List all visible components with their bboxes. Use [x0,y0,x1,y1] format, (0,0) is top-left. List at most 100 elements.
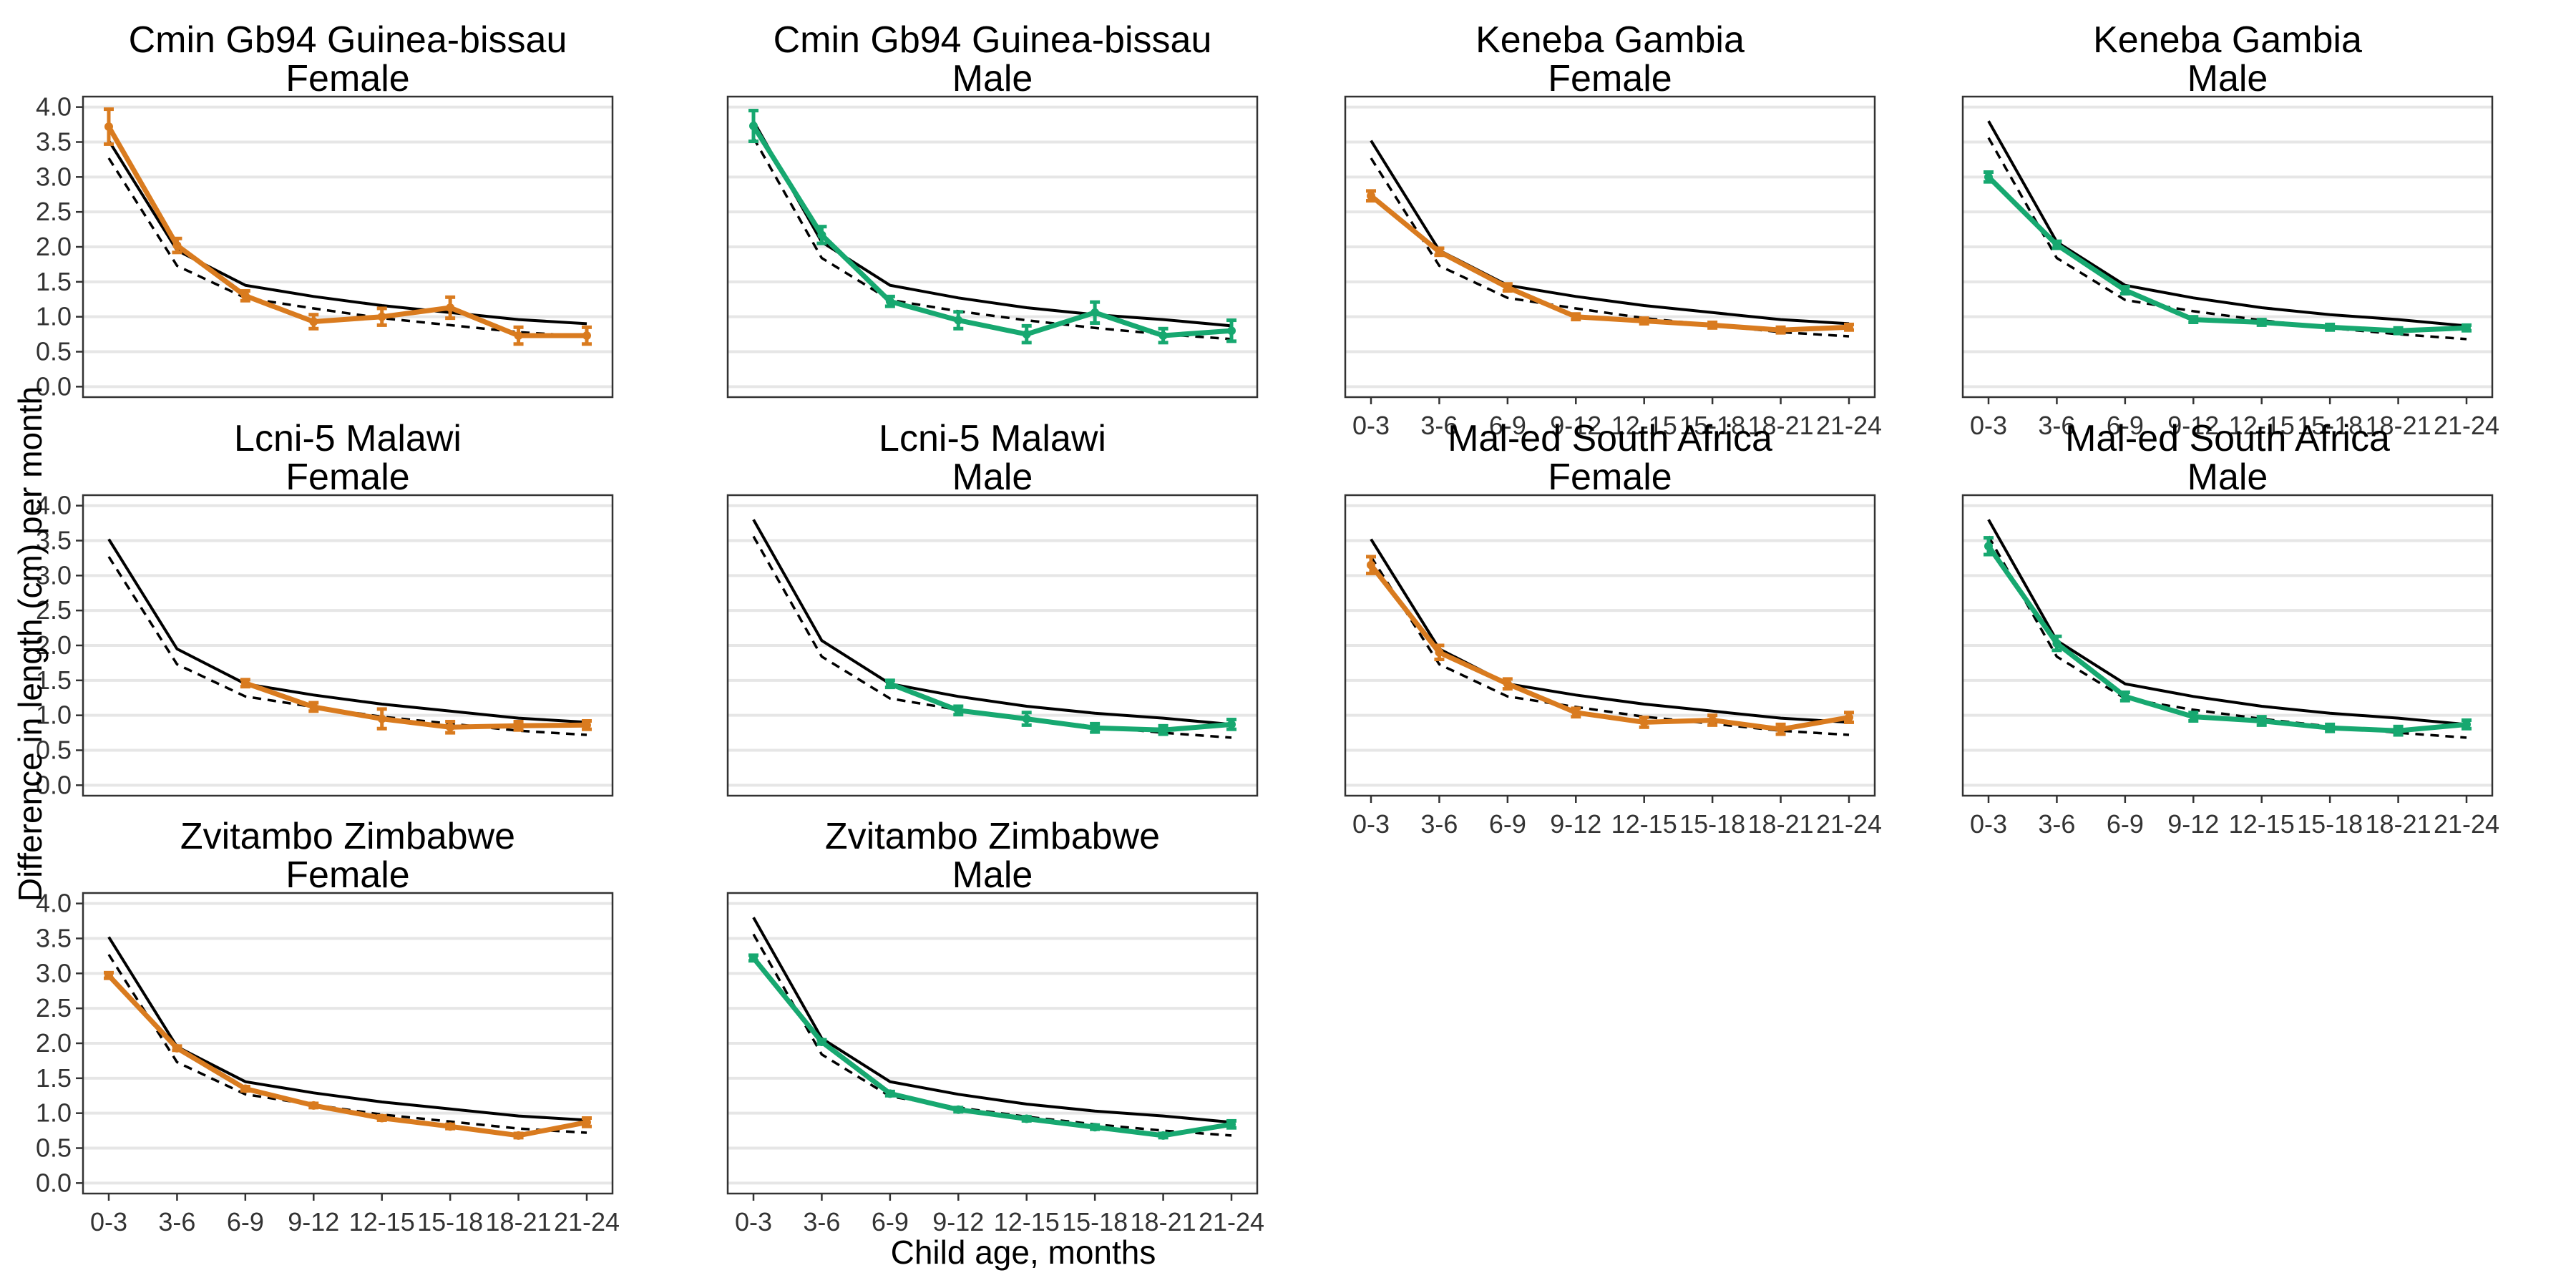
panel-border [82,892,614,1195]
y-tick-label: 1.5 [36,267,72,296]
y-tick-label: 1.5 [36,1063,72,1093]
data-point [240,1084,250,1093]
data-point [2462,720,2471,729]
x-axis-title: Child age, months [891,1234,1156,1271]
x-tick-label: 12-15 [994,1207,1060,1236]
x-tick-label: 0-3 [1352,809,1390,839]
data-point [1022,714,1031,723]
panels-layer: Cmin Gb94 Guinea-bissau Female 0.0 0.5 1.0 1.… [36,19,2499,1236]
data-point [1022,330,1031,339]
reference-line-solid [1370,538,1850,724]
data-point [582,721,591,730]
reference-line-solid [752,917,1232,1124]
data-point [1776,725,1785,734]
data-point [172,241,182,250]
x-tick-label: 6-9 [1489,809,1526,839]
data-point [885,679,894,688]
series-line-male [751,125,1232,338]
x-tick-label: 9-12 [932,1207,984,1236]
panel-border [1961,95,2494,399]
y-tick-label: 4.0 [36,92,72,122]
y-tick-label: 2.5 [36,595,72,625]
data-point [2326,323,2335,332]
data-point [954,706,963,715]
panel-title-line2: Male [952,58,1033,99]
reference-line-solid [1987,519,2467,726]
data-point [2052,240,2062,250]
panel-border [726,95,1259,399]
data-point [1708,716,1717,725]
y-tick-label: 3.5 [36,127,72,156]
data-point [377,1113,386,1123]
data-point [1367,191,1375,200]
x-tick-label: 9-12 [1550,809,1601,839]
data-point [1091,308,1100,317]
data-point [309,1101,318,1110]
data-point [514,331,523,341]
data-point [1435,648,1444,657]
y-tick-label: 3.5 [36,525,72,555]
data-point [1845,323,1853,332]
data-point [1708,321,1717,330]
panel-title-line2: Male [2187,457,2268,498]
data-point [1503,679,1512,688]
data-point [1435,247,1444,256]
panel-title-line1: Cmin Gb94 Guinea-bissau [774,19,1212,61]
series-line-female [1369,563,1850,732]
series-line-male [1986,545,2467,733]
data-point [1984,542,1993,551]
panel-title-line1: Lcni-5 Malawi [879,418,1106,459]
y-tick-label: 0.0 [36,1168,72,1197]
data-point [1571,312,1581,321]
y-tick-label: 2.5 [36,993,72,1023]
x-tick-label: 12-15 [2229,809,2295,839]
data-point [2120,692,2129,701]
y-tick-label: 1.0 [36,302,72,331]
data-point [817,230,826,240]
data-point [309,317,318,326]
series-line-female [244,680,587,730]
y-tick-label: 0.5 [36,337,72,366]
panel-border [82,95,614,399]
y-tick-label: 2.5 [36,197,72,226]
x-tick-label: 3-6 [1420,411,1458,440]
series-line-female [1369,193,1850,333]
data-point [377,714,386,723]
y-tick-label: 3.0 [36,162,72,191]
x-tick-label: 18-21 [2366,809,2431,839]
x-tick-label: 15-18 [2297,809,2363,839]
panel-title-line1: Keneba Gambia [2093,19,2362,61]
data-point [885,1089,894,1098]
data-point [954,316,963,325]
data-point [1571,708,1581,717]
x-tick-label: 3-6 [803,1207,840,1236]
data-point [2257,318,2266,327]
x-tick-label: 18-21 [486,1207,552,1236]
panel-border [1961,494,2494,797]
reference-line-dashed [1987,137,2467,341]
x-tick-label: 6-9 [2107,809,2144,839]
y-tick-label: 4.0 [36,889,72,918]
series-line-female [107,973,587,1138]
x-tick-label: 18-21 [2366,411,2431,440]
x-tick-label: 6-9 [872,1207,909,1236]
x-tick-label: 12-15 [1611,411,1677,440]
y-tick-label: 2.0 [36,1028,72,1058]
data-point [1639,316,1649,326]
x-tick-label: 0-3 [1970,809,2007,839]
reference-line-solid [1987,120,2467,328]
data-point [885,297,894,306]
x-tick-label: 0-3 [90,1207,127,1236]
panel-title-line2: Female [286,854,409,896]
data-point [1091,1123,1100,1132]
data-point [1091,723,1100,733]
data-point [1158,726,1168,735]
panel-title-line1: Lcni-5 Malawi [234,418,462,459]
data-point [582,331,591,341]
data-point [817,1038,826,1047]
data-point [1776,326,1785,335]
